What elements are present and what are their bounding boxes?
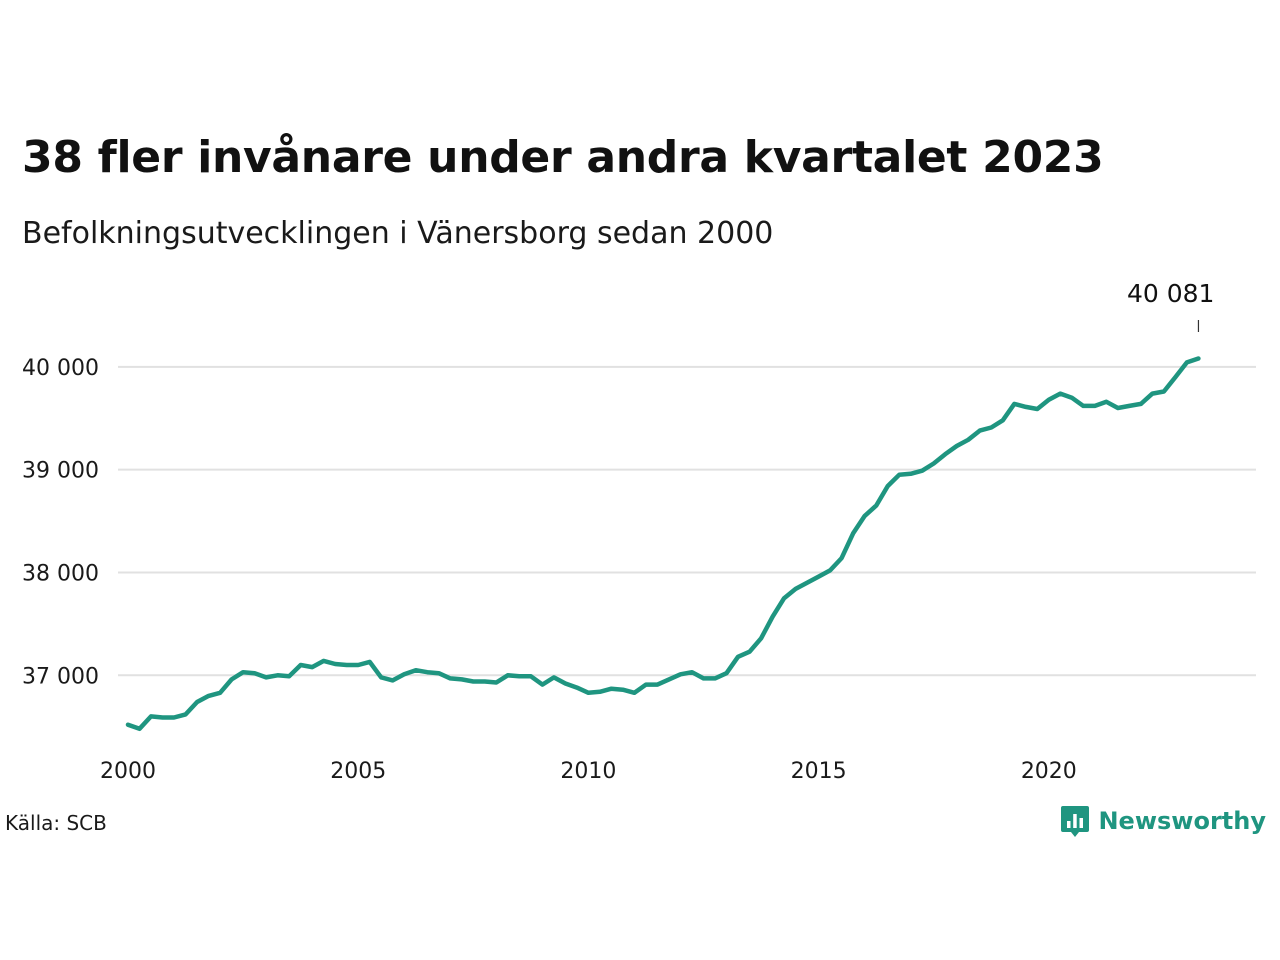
- last-value-annotation: 40 081: [1127, 279, 1214, 332]
- series-line: [125, 356, 1201, 732]
- y-axis-ticks: 37 000 38 000 39 000 40 000: [22, 356, 99, 689]
- y-tick-label: 37 000: [22, 664, 99, 689]
- brand-logo: Newsworthy: [1060, 804, 1266, 838]
- source-note: Källa: SCB: [5, 811, 107, 835]
- chart-title: 38 fler invånare under andra kvartalet 2…: [22, 132, 1104, 183]
- y-tick-label: 39 000: [22, 459, 99, 484]
- x-tick-label: 2000: [100, 759, 156, 784]
- y-tick-label: 40 000: [22, 356, 99, 381]
- x-tick-label: 2005: [330, 759, 386, 784]
- grid-lines: [118, 365, 1256, 677]
- x-tick-label: 2010: [560, 759, 616, 784]
- brand-name: Newsworthy: [1098, 807, 1266, 835]
- last-value-label: 40 081: [1127, 279, 1214, 308]
- x-tick-label: 2015: [791, 759, 847, 784]
- x-axis-ticks: 2000 2005 2010 2015 2020: [100, 759, 1077, 784]
- x-tick-label: 2020: [1021, 759, 1077, 784]
- series-layer: [125, 356, 1201, 732]
- bar-chart-speech-bubble-icon: [1061, 806, 1090, 837]
- y-tick-label: 38 000: [22, 561, 99, 586]
- chart-subtitle: Befolkningsutvecklingen i Vänersborg sed…: [22, 216, 774, 251]
